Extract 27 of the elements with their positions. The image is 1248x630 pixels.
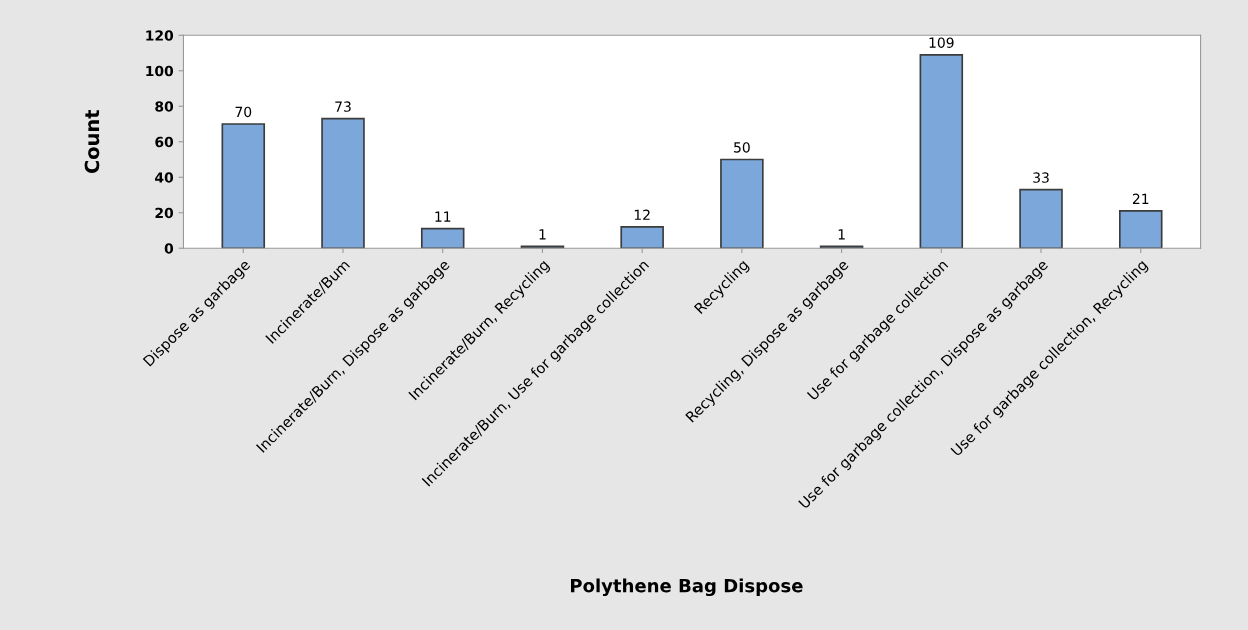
y-tick-label: 0 (164, 243, 174, 254)
data-label: 73 (335, 101, 351, 112)
y-tick-label: 60 (155, 136, 174, 148)
y-tick-label: 120 (146, 30, 174, 41)
data-label: 21 (1132, 193, 1149, 204)
data-label: 1 (838, 229, 845, 240)
y-tick-label: 20 (155, 207, 174, 219)
data-label: 11 (435, 211, 451, 222)
y-tick-label: 40 (155, 172, 174, 183)
data-label: 70 (235, 106, 252, 118)
bar (1118, 210, 1163, 249)
y-tick-label: 100 (146, 65, 174, 77)
bar (919, 53, 964, 249)
bar (620, 226, 664, 249)
bar (1019, 188, 1063, 249)
bar (221, 123, 266, 249)
bar (321, 117, 365, 249)
data-label: 1 (539, 229, 546, 240)
x-axis-title: Polythene Bag Dispose (571, 578, 803, 597)
y-tick-label: 80 (155, 101, 174, 112)
data-label: 12 (634, 209, 650, 220)
bar (720, 158, 764, 249)
data-label: 33 (1033, 172, 1049, 183)
bar (420, 227, 465, 249)
data-label: 50 (734, 142, 750, 153)
data-label: 109 (929, 37, 954, 48)
y-axis-title: Count (84, 109, 100, 174)
